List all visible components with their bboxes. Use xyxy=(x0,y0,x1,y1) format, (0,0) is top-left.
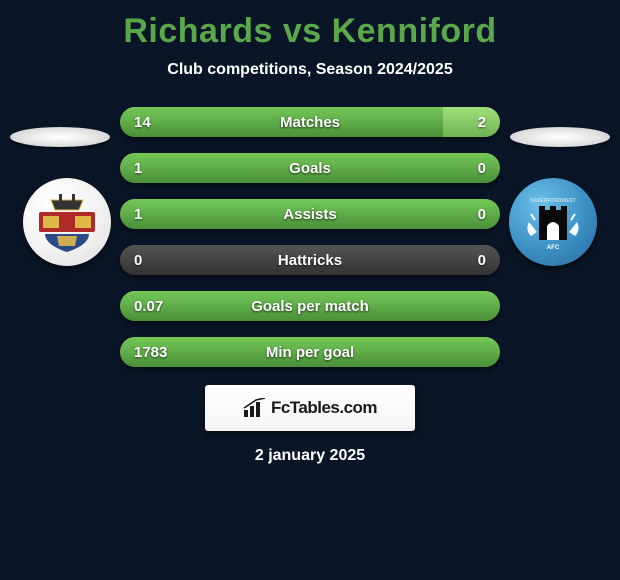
page-title: Richards vs Kenniford xyxy=(0,0,620,51)
subtitle: Club competitions, Season 2024/2025 xyxy=(0,61,620,79)
brand-text: FcTables.com xyxy=(271,398,377,418)
player-photo-right xyxy=(510,127,610,147)
date-label: 2 january 2025 xyxy=(0,447,620,465)
stat-bar: 0Hattricks0 xyxy=(120,245,500,275)
brand-box: FcTables.com xyxy=(205,385,415,431)
stat-label: Goals per match xyxy=(120,291,500,321)
stat-label: Min per goal xyxy=(120,337,500,367)
stat-label: Hattricks xyxy=(120,245,500,275)
stat-value-right: 0 xyxy=(478,153,486,183)
stats-bars: 14Matches21Goals01Assists00Hattricks00.0… xyxy=(120,107,500,367)
svg-text:HAVERFORDWEST: HAVERFORDWEST xyxy=(530,198,576,204)
club-crest-left xyxy=(23,178,111,266)
stat-label: Goals xyxy=(120,153,500,183)
svg-text:AFC: AFC xyxy=(547,245,560,251)
stat-bar: 1Goals0 xyxy=(120,153,500,183)
crest-castle-icon: HAVERFORDWEST AFC xyxy=(523,192,583,252)
stat-label: Assists xyxy=(120,199,500,229)
stat-label: Matches xyxy=(120,107,500,137)
club-crest-right: HAVERFORDWEST AFC xyxy=(509,178,597,266)
brand-chart-icon xyxy=(243,398,267,418)
stat-bar: 1783Min per goal xyxy=(120,337,500,367)
stat-bar: 1Assists0 xyxy=(120,199,500,229)
stat-value-right: 0 xyxy=(478,199,486,229)
stat-bar: 0.07Goals per match xyxy=(120,291,500,321)
stat-value-right: 2 xyxy=(478,107,486,137)
stat-value-right: 0 xyxy=(478,245,486,275)
stat-bar: 14Matches2 xyxy=(120,107,500,137)
crest-shield-icon xyxy=(35,190,99,254)
player-photo-left xyxy=(10,127,110,147)
